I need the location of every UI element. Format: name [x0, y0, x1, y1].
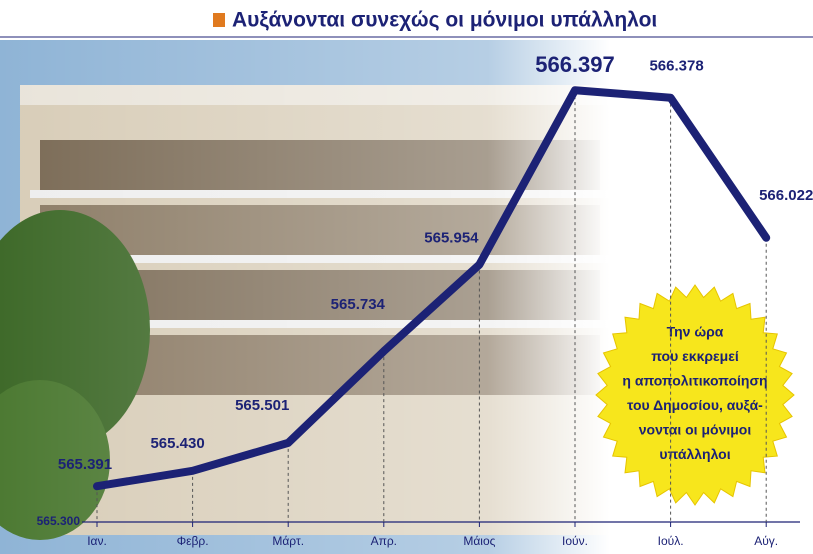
- value-label: 565.501: [235, 397, 289, 414]
- annotation-line: νονται οι μόνιμοι: [639, 422, 752, 438]
- value-label: 565.954: [424, 230, 479, 247]
- annotation-burst: [596, 285, 794, 505]
- value-label: 566.022: [759, 187, 813, 204]
- value-label: 565.430: [150, 435, 204, 452]
- x-tick-label: Ιαν.: [87, 534, 107, 548]
- value-label: 566.378: [649, 58, 703, 75]
- x-tick-label: Μάιος: [463, 534, 495, 548]
- value-label: 566.397: [535, 52, 615, 77]
- annotation-line: που εκκρεμεί: [651, 348, 739, 364]
- annotation-line: Την ώρα: [667, 324, 724, 340]
- title-icon: [213, 13, 225, 27]
- value-label: 565.391: [58, 456, 112, 473]
- annotation-line: υπάλληλοι: [659, 446, 730, 462]
- annotation-line: του Δημοσίου, αυξά-: [627, 397, 763, 413]
- x-tick-label: Αύγ.: [754, 534, 778, 548]
- y-tick-label: 565.300: [37, 514, 81, 528]
- chart: Αυξάνονται συνεχώς οι μόνιμοι υπάλληλοι …: [0, 0, 813, 554]
- x-tick-label: Ιούν.: [562, 534, 588, 548]
- annotation-line: η αποπολιτικοποίηση: [622, 373, 767, 389]
- x-tick-label: Απρ.: [371, 534, 397, 548]
- x-tick-label: Μάρτ.: [272, 534, 304, 548]
- chart-title: Αυξάνονται συνεχώς οι μόνιμοι υπάλληλοι: [232, 9, 657, 32]
- x-tick-label: Φεβρ.: [177, 534, 209, 548]
- value-label: 565.734: [331, 296, 386, 313]
- x-tick-label: Ιούλ.: [658, 534, 684, 548]
